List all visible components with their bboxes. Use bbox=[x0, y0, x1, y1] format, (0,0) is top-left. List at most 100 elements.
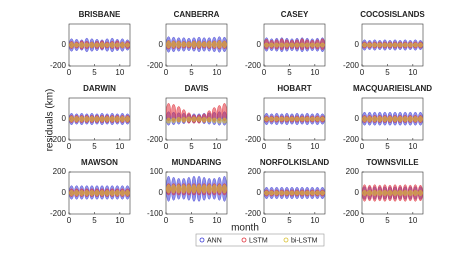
residual-spread bbox=[94, 190, 100, 196]
residual-spread bbox=[372, 42, 378, 48]
residual-spread bbox=[99, 116, 105, 122]
residual-spread bbox=[407, 42, 413, 48]
residual-spread bbox=[166, 40, 171, 49]
residual-spread bbox=[367, 190, 373, 196]
residual-spread bbox=[367, 42, 373, 48]
residual-spread bbox=[407, 190, 413, 196]
residual-spread bbox=[289, 190, 295, 196]
residual-spread bbox=[320, 190, 325, 196]
residual-spread bbox=[222, 184, 227, 194]
x-tick-label: 10 bbox=[115, 142, 124, 151]
x-tick-label: 0 bbox=[67, 216, 72, 225]
residual-spread bbox=[171, 184, 177, 194]
residual-spread bbox=[181, 41, 187, 48]
residual-spread bbox=[284, 116, 290, 122]
residual-spread bbox=[269, 116, 275, 122]
x-tick-label: 5 bbox=[287, 142, 292, 151]
residual-spread bbox=[114, 42, 120, 48]
legend-label: ANN bbox=[207, 237, 222, 244]
residual-spread bbox=[104, 190, 110, 196]
residual-spread bbox=[407, 116, 413, 122]
residual-spread bbox=[222, 117, 227, 124]
x-tick-label: 5 bbox=[189, 68, 194, 77]
residual-spread bbox=[79, 190, 85, 196]
y-tick-label: 0 bbox=[62, 114, 67, 123]
y-tick-label: 100 bbox=[150, 167, 164, 176]
x-tick-label: 10 bbox=[310, 68, 319, 77]
residual-spread bbox=[119, 190, 125, 196]
residual-spread bbox=[377, 116, 383, 122]
y-tick-label: -200 bbox=[50, 61, 67, 70]
residual-spread bbox=[397, 42, 403, 48]
y-tick-label: 0 bbox=[257, 114, 262, 123]
y-tick-label: 200 bbox=[248, 167, 262, 176]
y-tick-label: 200 bbox=[53, 167, 67, 176]
x-tick-label: 10 bbox=[212, 68, 221, 77]
x-tick-label: 0 bbox=[164, 216, 169, 225]
panel-title: DAVIS bbox=[185, 84, 210, 93]
residual-spread bbox=[69, 116, 74, 122]
residual-spread bbox=[74, 190, 80, 196]
residual-spread bbox=[104, 116, 110, 122]
x-tick-label: 5 bbox=[92, 216, 97, 225]
residual-spread bbox=[279, 116, 285, 122]
x-tick-label: 10 bbox=[212, 142, 221, 151]
y-tick-label: -200 bbox=[147, 135, 164, 144]
panel-title: CANBERRA bbox=[174, 10, 220, 19]
residual-spread bbox=[206, 41, 212, 48]
residual-spread bbox=[222, 41, 227, 48]
residual-spread bbox=[279, 42, 285, 48]
y-tick-label: -200 bbox=[343, 209, 360, 218]
residual-spread bbox=[89, 116, 95, 122]
panel-title: TOWNSVILLE bbox=[366, 158, 419, 167]
x-tick-label: 10 bbox=[408, 68, 417, 77]
y-tick-label: -100 bbox=[147, 209, 164, 218]
residual-spread bbox=[269, 190, 275, 196]
residual-spread bbox=[320, 42, 325, 48]
residual-spread bbox=[362, 116, 367, 122]
y-tick-label: -200 bbox=[343, 135, 360, 144]
residual-spread bbox=[186, 184, 192, 194]
x-tick-label: 10 bbox=[408, 216, 417, 225]
x-tick-label: 10 bbox=[310, 142, 319, 151]
residual-spread bbox=[69, 42, 74, 48]
residual-spread bbox=[264, 190, 269, 196]
residual-spread bbox=[402, 190, 408, 196]
x-tick-label: 0 bbox=[262, 216, 267, 225]
residual-spread bbox=[114, 116, 120, 122]
residual-spread bbox=[299, 42, 305, 48]
residual-spread bbox=[418, 190, 423, 196]
residual-spread bbox=[94, 116, 100, 122]
residual-spread bbox=[284, 42, 290, 48]
residual-spread bbox=[309, 42, 315, 48]
x-tick-label: 5 bbox=[92, 68, 97, 77]
residual-spread bbox=[304, 116, 310, 122]
residual-spread bbox=[166, 184, 171, 194]
residual-spread bbox=[114, 190, 120, 196]
x-tick-label: 5 bbox=[92, 142, 97, 151]
residual-spread bbox=[412, 116, 418, 122]
residual-spread bbox=[402, 42, 408, 48]
panel-title: DARWIN bbox=[83, 84, 116, 93]
legend-marker bbox=[283, 237, 289, 243]
residual-spread bbox=[84, 42, 90, 48]
residual-spread bbox=[201, 117, 207, 123]
residual-spread bbox=[279, 190, 285, 196]
residual-spread bbox=[216, 117, 222, 124]
panel-title: BRISBANE bbox=[79, 10, 121, 19]
panel-title: COCOSISLANDS bbox=[360, 10, 425, 19]
residual-spread bbox=[309, 116, 315, 122]
residual-spread bbox=[382, 42, 388, 48]
residual-spread bbox=[104, 42, 110, 48]
x-tick-label: 0 bbox=[164, 68, 169, 77]
residual-spread bbox=[269, 42, 275, 48]
residual-spread bbox=[392, 116, 398, 122]
legend-marker bbox=[241, 237, 247, 243]
residual-spread bbox=[84, 190, 90, 196]
residual-spread bbox=[216, 184, 222, 194]
residual-spread bbox=[274, 190, 280, 196]
residual-spread bbox=[397, 190, 403, 196]
residual-spread bbox=[181, 117, 187, 123]
y-tick-label: -200 bbox=[343, 61, 360, 70]
residual-spread bbox=[94, 42, 100, 48]
